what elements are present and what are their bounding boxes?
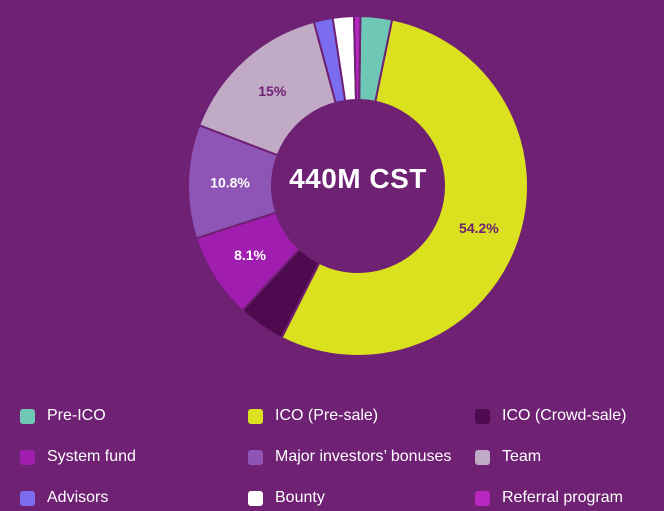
slice-data-label: 10.8% bbox=[210, 175, 250, 191]
slice-data-label: 8.1% bbox=[234, 247, 266, 263]
legend-item: ICO (Crowd-sale) bbox=[475, 404, 626, 428]
donut-chart: 54.2% 8.1% 10.8% 15% 440M CST bbox=[187, 15, 529, 357]
legend-label: System fund bbox=[47, 448, 136, 465]
legend-label: ICO (Pre-sale) bbox=[275, 407, 379, 424]
legend-swatch bbox=[20, 490, 35, 506]
legend-label: Bounty bbox=[275, 489, 325, 506]
legend-label: Team bbox=[502, 448, 542, 465]
legend-swatch bbox=[475, 449, 490, 465]
legend-swatch bbox=[20, 449, 35, 465]
legend-label: ICO (Crowd-sale) bbox=[502, 407, 627, 424]
legend-item: Referral program bbox=[475, 486, 623, 510]
legend-label: Major investors’ bonuses bbox=[275, 448, 452, 465]
legend-swatch bbox=[475, 408, 490, 424]
legend-swatch bbox=[20, 408, 35, 424]
donut-svg: 54.2% 8.1% 10.8% 15% bbox=[187, 15, 529, 357]
legend-item: Team bbox=[475, 445, 541, 469]
slice-referral-program bbox=[352, 15, 362, 102]
slice-data-label: 54.2% bbox=[459, 220, 499, 236]
legend-item: System fund bbox=[20, 445, 136, 469]
legend-swatch bbox=[248, 408, 263, 424]
legend-label: Advisors bbox=[47, 489, 109, 506]
legend-item: Pre-ICO bbox=[20, 404, 106, 428]
slice-data-label: 15% bbox=[258, 83, 287, 99]
legend-swatch bbox=[248, 449, 263, 465]
legend-swatch bbox=[475, 490, 490, 506]
center-total-label: 440M CST bbox=[289, 163, 427, 194]
legend-item: Major investors’ bonuses bbox=[248, 445, 451, 469]
slice-ico-pre-sale- bbox=[280, 18, 529, 357]
legend-item: ICO (Pre-sale) bbox=[248, 404, 378, 428]
legend-swatch bbox=[248, 490, 263, 506]
legend-item: Bounty bbox=[248, 486, 325, 510]
legend-label: Pre-ICO bbox=[47, 407, 106, 424]
legend-item: Advisors bbox=[20, 486, 108, 510]
legend-label: Referral program bbox=[502, 489, 623, 506]
